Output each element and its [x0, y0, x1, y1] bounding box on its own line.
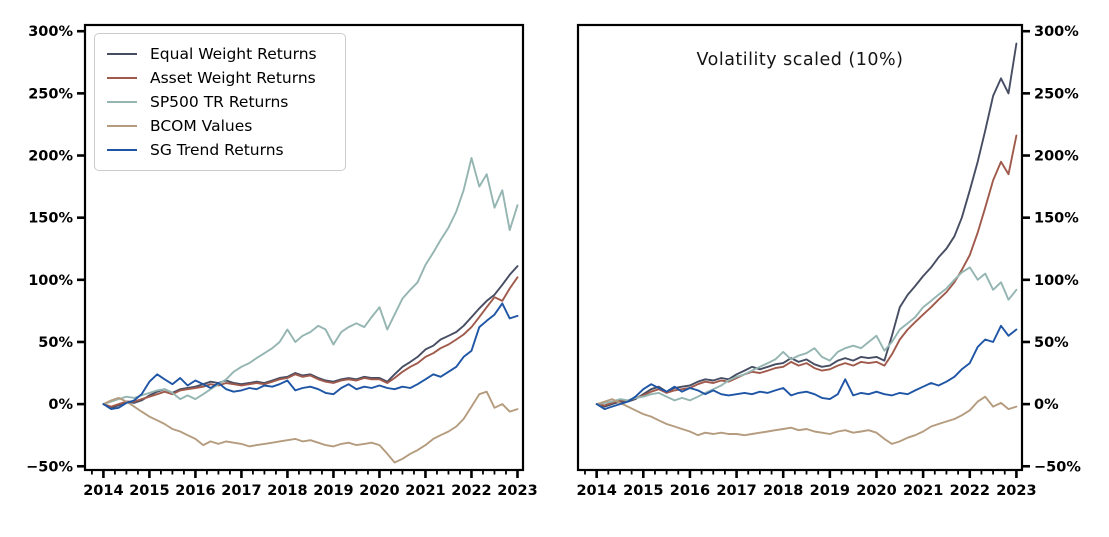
chart-panel-right: 2014 2015 2016 2017 2018 2019 2020 2021 2022 2023… [576, 23, 1081, 499]
y-tick-label: 0% [1034, 397, 1059, 413]
x-tick-label: 2021 [903, 483, 943, 499]
y-tick-label: 200% [28, 149, 73, 165]
x-tick-label: 2018 [763, 483, 803, 499]
legend-label: SG Trend Returns [150, 141, 284, 159]
volatility-scaled-annotation: Volatility scaled (10%) [696, 50, 904, 70]
y-tick-label: 250% [28, 86, 73, 102]
legend-label: BCOM Values [150, 117, 253, 135]
x-tick-label: 2016 [670, 483, 710, 499]
legend-item: Asset Weight Returns [107, 67, 333, 89]
y-tick-label: 300% [1034, 24, 1079, 40]
x-tick-label: 2015 [623, 483, 663, 499]
y-tick-label: −50% [1034, 459, 1081, 475]
x-tick-label: 2019 [313, 483, 353, 499]
y-tick-label: 150% [28, 211, 73, 227]
x-tick-label: 2014 [83, 483, 123, 499]
legend-item: SP500 TR Returns [107, 91, 333, 113]
x-tick-label: 2022 [451, 483, 491, 499]
legend-line-swatch-equal-weight [107, 53, 137, 55]
line-asset-weight-returns [595, 134, 1018, 407]
legend-line-swatch-asset-weight [107, 77, 137, 79]
legend-label: Asset Weight Returns [150, 69, 316, 87]
x-tick-label: 2023 [996, 483, 1036, 499]
x-tick-label: 2014 [576, 483, 616, 499]
line-sp500-tr-returns [595, 266, 1018, 406]
x-tick-label: 2021 [405, 483, 445, 499]
x-tick-label: 2017 [221, 483, 261, 499]
x-tick-label: 2023 [497, 483, 537, 499]
x-tick-label: 2016 [175, 483, 215, 499]
y-tick-label: 200% [1034, 149, 1079, 165]
legend-line-swatch-sp500 [107, 101, 137, 103]
line-bcom-values [102, 390, 519, 464]
y-tick-label: 100% [28, 273, 73, 289]
line-sg-trend-returns [102, 302, 519, 411]
legend-item: SG Trend Returns [107, 139, 333, 161]
y-tick-label: 100% [1034, 273, 1079, 289]
y-tick-label: 50% [38, 335, 73, 351]
y-tick-label: 150% [1034, 211, 1079, 227]
legend-label: SP500 TR Returns [150, 93, 289, 111]
line-sg-trend-returns [595, 324, 1018, 411]
legend-item: Equal Weight Returns [107, 43, 333, 65]
line-asset-weight-returns [102, 276, 519, 408]
y-tick-label: 0% [48, 397, 73, 413]
axes-frame [576, 23, 1024, 472]
legend-item: BCOM Values [107, 115, 333, 137]
x-tick-label: 2022 [950, 483, 990, 499]
x-tick-label: 2020 [856, 483, 896, 499]
y-tick-label: −50% [26, 459, 73, 475]
y-tick-label: 300% [28, 24, 73, 40]
legend-label: Equal Weight Returns [150, 45, 317, 63]
legend-line-swatch-sg-trend [107, 149, 137, 151]
legend-line-swatch-bcom [107, 125, 137, 127]
x-tick-label: 2017 [716, 483, 756, 499]
axes-frame [83, 23, 525, 472]
x-tick-label: 2020 [359, 483, 399, 499]
legend: Equal Weight Returns Asset Weight Return… [94, 33, 346, 171]
x-tick-label: 2015 [129, 483, 169, 499]
y-tick-label: 250% [1034, 86, 1079, 102]
line-bcom-values [595, 395, 1018, 445]
x-tick-label: 2018 [267, 483, 307, 499]
chart-panel-left: 2014 2015 2016 2017 2018 2019 2020 2021 2022 2023… [26, 23, 538, 499]
y-tick-label: 50% [1034, 335, 1069, 351]
x-tick-label: 2019 [810, 483, 850, 499]
line-sp500-tr-returns [102, 157, 519, 406]
